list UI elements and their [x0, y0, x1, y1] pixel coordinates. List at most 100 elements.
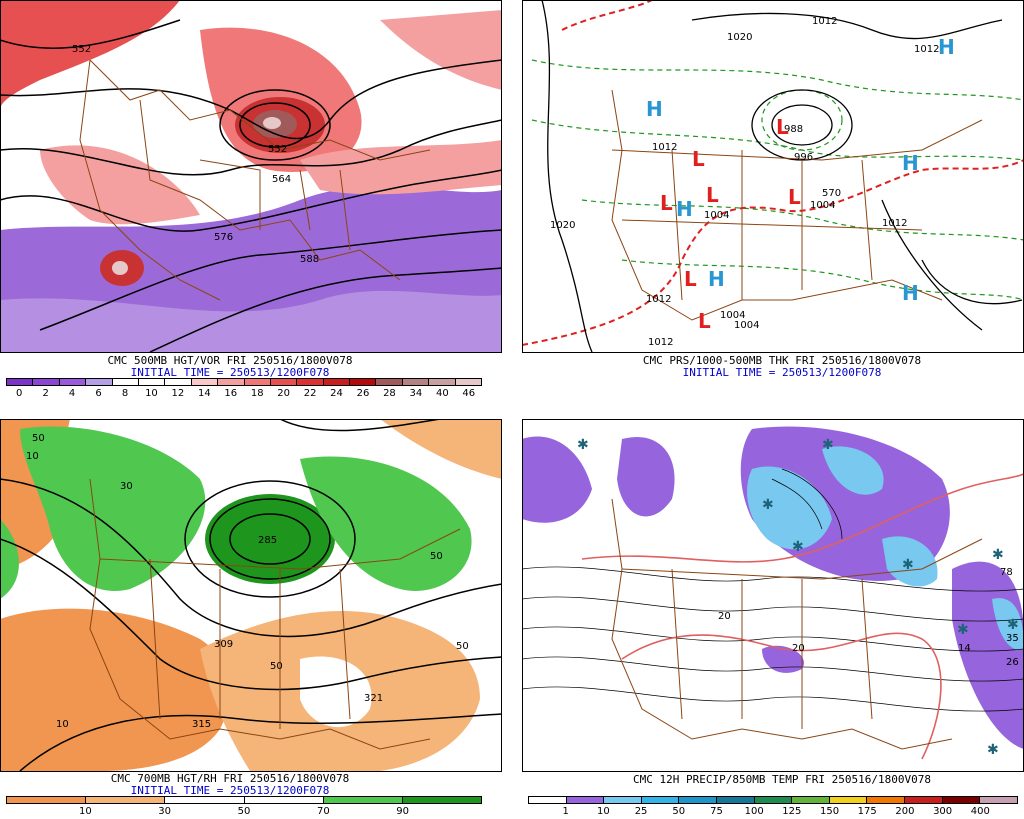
contour-label: 35 [1006, 633, 1019, 644]
svg-text:✱: ✱ [762, 497, 774, 513]
legend-swatch [165, 379, 192, 385]
contour-label: 564 [272, 174, 291, 185]
low-pressure-center: L [684, 267, 697, 291]
legend-swatch [376, 379, 403, 385]
map-prs-thk: 1020 1012 1012 1020 1012 996 988 1004 10… [522, 0, 1024, 352]
legend-tick-label: 10 [597, 806, 610, 817]
legend-swatch [7, 379, 34, 385]
contour-label: 552 [268, 144, 287, 155]
legend-swatch [679, 797, 718, 803]
legend-tick-label: 0 [16, 388, 23, 399]
contour-label: 1012 [914, 44, 939, 55]
legend-swatch [429, 379, 456, 385]
contour-label: 26 [1006, 657, 1019, 668]
high-pressure-center: H [708, 267, 725, 291]
contour-label: 50 [32, 433, 45, 444]
legend-swatch [191, 379, 219, 385]
caption-title: CMC 700MB HGT/RH FRI 250516/1800V078 [110, 772, 350, 785]
legend-tick-label: 26 [356, 388, 370, 399]
high-pressure-center: H [938, 35, 955, 59]
contour-label: 10 [26, 451, 39, 462]
contour-label: 1012 [812, 16, 837, 27]
legend-tick-label: 12 [171, 388, 185, 399]
map-frame [0, 419, 502, 772]
contour-label: 309 [214, 639, 233, 650]
legend-tick-label: 25 [634, 806, 648, 817]
map-frame [522, 419, 1024, 772]
legend-tick-label: 4 [68, 388, 76, 399]
pressure-labels: 1020 1012 1012 1020 1012 996 988 1004 10… [550, 16, 939, 348]
legend-swatch [529, 797, 567, 803]
high-pressure-center: H [676, 197, 693, 221]
contour-label: 50 [430, 551, 443, 562]
caption: CMC 12H PRECIP/850MB TEMP FRI 250516/180… [562, 774, 1002, 786]
contour-label: 1004 [720, 310, 745, 321]
contour-label: 50 [456, 641, 469, 652]
svg-text:✱: ✱ [957, 622, 969, 638]
caption: CMC PRS/1000-500MB THK FRI 250516/1800V0… [562, 355, 1002, 379]
legend-tick-label: 50 [237, 806, 251, 817]
svg-text:✱: ✱ [577, 437, 589, 453]
legend-tick-label: 16 [224, 388, 238, 399]
legend-swatch [323, 797, 403, 803]
high-pressure-center: H [902, 151, 919, 175]
legend-swatch [402, 797, 482, 803]
legend-tick-label: 24 [330, 388, 343, 399]
map-frame [0, 0, 502, 353]
contour-label: 321 [364, 693, 383, 704]
contour-label: 552 [72, 44, 91, 55]
color-legend-bar [528, 796, 1018, 804]
legend-swatch [754, 797, 793, 803]
legend-tick-label: 125 [782, 806, 802, 817]
low-pressure-center: L [706, 183, 719, 207]
contour-label: 30 [120, 481, 133, 492]
legend-tick-label: 300 [933, 806, 953, 817]
map-frame [522, 0, 1024, 353]
low-pressure-center: L [776, 115, 789, 139]
legend-swatch [641, 797, 680, 803]
legend-swatch [138, 379, 166, 385]
contour-label: 1012 [646, 294, 671, 305]
caption-init-time: INITIAL TIME = 250513/1200F078 [682, 366, 882, 379]
legend-swatch [165, 797, 245, 803]
caption: CMC 500MB HGT/VOR FRI 250516/1800V078 IN… [0, 355, 460, 379]
contour-label: 1004 [810, 200, 835, 211]
contour-label: 570 [822, 188, 841, 199]
legend-tick-label: 75 [710, 806, 723, 817]
contour-label: 20 [792, 643, 805, 654]
low-pressure-center: L [692, 147, 705, 171]
contour-label: 588 [300, 254, 319, 265]
legend-swatch [297, 379, 324, 385]
contour-label: 1004 [734, 320, 759, 331]
contour-label: 1012 [652, 142, 677, 153]
legend-swatch [717, 797, 755, 803]
caption: CMC 700MB HGT/RH FRI 250516/1800V078 INI… [0, 773, 460, 797]
contour-label: 78 [1000, 567, 1013, 578]
legend-tick-label: 28 [383, 388, 396, 399]
svg-text:✱: ✱ [902, 557, 914, 573]
legend-tick-label: 6 [95, 388, 102, 399]
high-pressure-center: H [646, 97, 663, 121]
contour-label: 14 [958, 643, 971, 654]
legend-swatch [604, 797, 642, 803]
pressure-centers: H H H H H H L L L L L L L [646, 35, 955, 333]
legend-tick-label: 2 [42, 388, 49, 399]
legend-swatch [905, 797, 943, 803]
svg-text:✱: ✱ [987, 742, 999, 758]
legend-swatch [942, 797, 981, 803]
svg-text:✱: ✱ [1007, 617, 1019, 633]
contour-label: 285 [258, 535, 277, 546]
legend-swatch [350, 379, 377, 385]
contour-label: 50 [270, 661, 283, 672]
legend-tick-label: 175 [857, 806, 877, 817]
color-legend-bar [6, 796, 482, 804]
contour-label: 576 [214, 232, 233, 243]
legend-swatch [112, 379, 139, 385]
legend-swatch [455, 379, 482, 385]
legend-tick-label: 90 [396, 806, 410, 817]
legend-tick-label: 200 [895, 806, 915, 817]
contour-label: 1020 [550, 220, 575, 231]
legend-swatch [86, 797, 166, 803]
legend-swatch [7, 797, 87, 803]
legend-tick-label: 20 [277, 388, 291, 399]
